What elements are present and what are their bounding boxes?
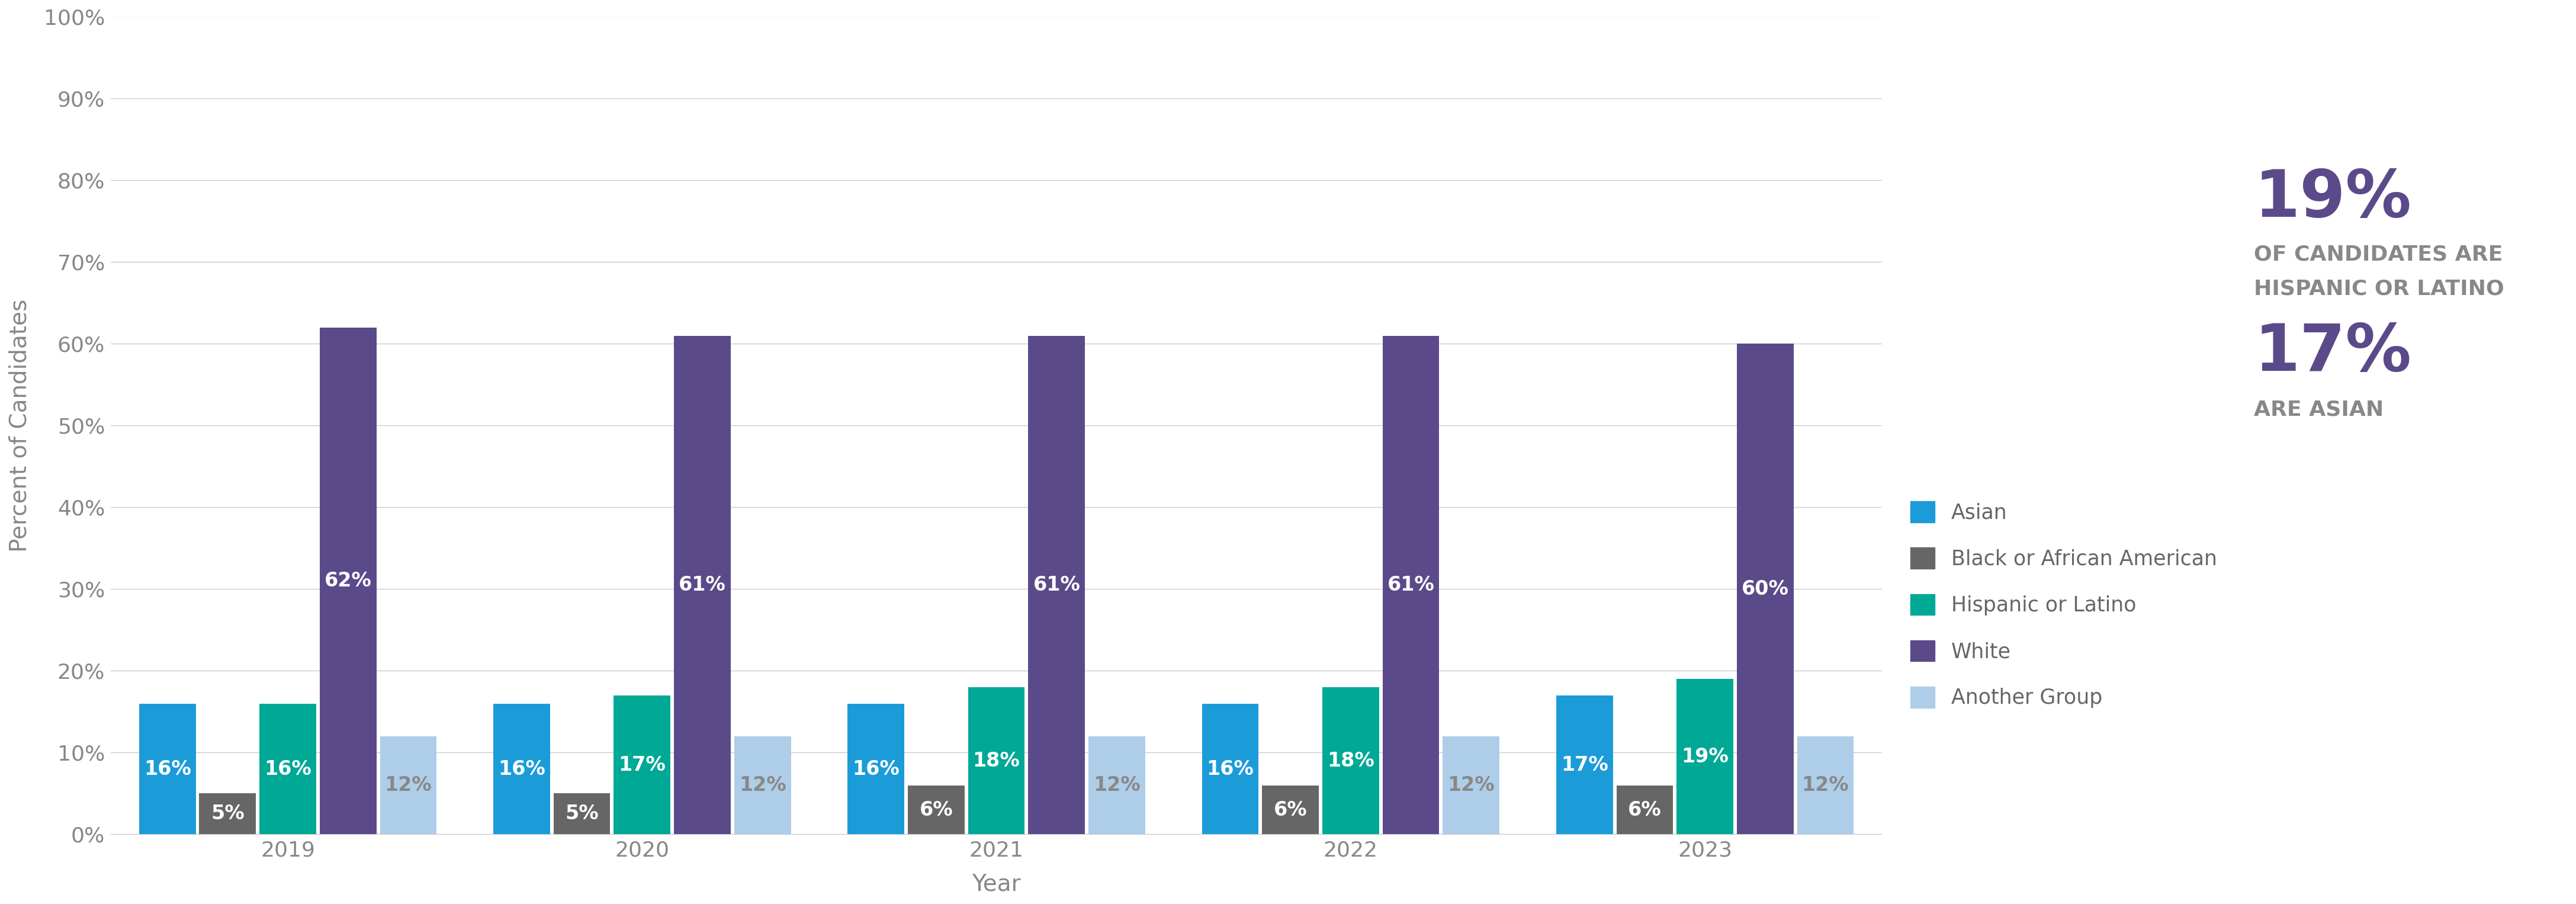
Y-axis label: Percent of Candidates: Percent of Candidates bbox=[8, 299, 31, 552]
Text: 19%: 19% bbox=[1682, 747, 1728, 767]
Bar bbox=[1443, 736, 1499, 834]
Text: 6%: 6% bbox=[1628, 800, 1662, 820]
Text: 16%: 16% bbox=[265, 759, 312, 778]
Text: 6%: 6% bbox=[1273, 800, 1306, 820]
Text: 16%: 16% bbox=[1206, 759, 1255, 778]
Text: 16%: 16% bbox=[497, 759, 546, 778]
Text: 12%: 12% bbox=[1448, 776, 1494, 796]
Bar bbox=[379, 736, 438, 834]
Text: 17%: 17% bbox=[618, 755, 665, 775]
Text: 5%: 5% bbox=[564, 805, 598, 824]
Bar bbox=[1321, 687, 1378, 834]
Bar bbox=[1615, 786, 1672, 834]
Text: 61%: 61% bbox=[677, 575, 726, 595]
Text: 19%: 19% bbox=[2254, 167, 2411, 231]
Bar bbox=[1203, 703, 1260, 834]
Text: 60%: 60% bbox=[1741, 579, 1788, 598]
Text: 16%: 16% bbox=[144, 759, 191, 778]
Bar bbox=[675, 335, 732, 834]
Bar bbox=[848, 703, 904, 834]
Bar bbox=[907, 786, 963, 834]
Text: 12%: 12% bbox=[384, 776, 433, 796]
Text: 6%: 6% bbox=[920, 800, 953, 820]
Text: 18%: 18% bbox=[1327, 751, 1373, 770]
Text: 62%: 62% bbox=[325, 571, 371, 590]
Bar bbox=[734, 736, 791, 834]
Bar bbox=[1028, 335, 1084, 834]
Text: HISPANIC OR LATINO: HISPANIC OR LATINO bbox=[2254, 278, 2504, 298]
Bar bbox=[198, 794, 255, 834]
Bar bbox=[1383, 335, 1440, 834]
Bar bbox=[969, 687, 1025, 834]
Bar bbox=[1798, 736, 1855, 834]
Bar bbox=[613, 695, 670, 834]
Text: 18%: 18% bbox=[974, 751, 1020, 770]
Bar bbox=[1090, 736, 1146, 834]
Text: OF CANDIDATES ARE: OF CANDIDATES ARE bbox=[2254, 244, 2504, 264]
Bar bbox=[1556, 695, 1613, 834]
Bar bbox=[1736, 344, 1793, 834]
Text: 17%: 17% bbox=[2254, 321, 2411, 384]
Bar bbox=[139, 703, 196, 834]
Text: 61%: 61% bbox=[1388, 575, 1435, 595]
Legend: Asian, Black or African American, Hispanic or Latino, White, Another Group: Asian, Black or African American, Hispan… bbox=[1909, 502, 2218, 708]
Text: 61%: 61% bbox=[1033, 575, 1079, 595]
Text: 12%: 12% bbox=[739, 776, 786, 796]
X-axis label: Year: Year bbox=[971, 872, 1020, 895]
Text: 17%: 17% bbox=[1561, 755, 1607, 775]
Bar bbox=[319, 327, 376, 834]
Bar bbox=[260, 703, 317, 834]
Text: 12%: 12% bbox=[1801, 776, 1850, 796]
Bar bbox=[1677, 679, 1734, 834]
Text: ARE ASIAN: ARE ASIAN bbox=[2254, 400, 2383, 419]
Bar bbox=[554, 794, 611, 834]
Text: 5%: 5% bbox=[211, 805, 245, 824]
Text: 12%: 12% bbox=[1092, 776, 1141, 796]
Text: 16%: 16% bbox=[853, 759, 899, 778]
Bar bbox=[1262, 786, 1319, 834]
Bar bbox=[495, 703, 551, 834]
